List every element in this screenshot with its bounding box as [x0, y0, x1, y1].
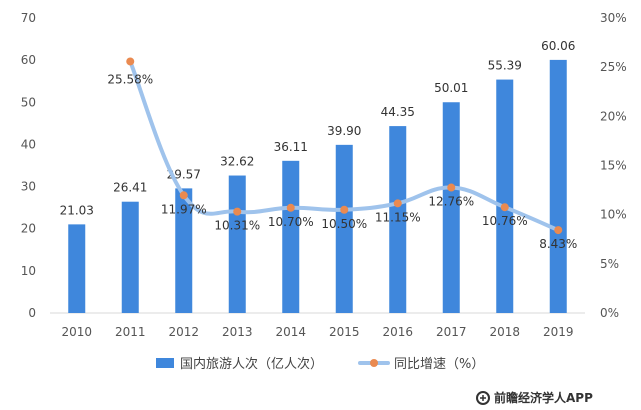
x-axis-tick-label: 2016 [382, 325, 413, 339]
x-axis-tick-label: 2013 [222, 325, 253, 339]
bar [68, 224, 86, 313]
right-axis-tick-label: 5% [600, 257, 619, 271]
watermark-logo-mark [480, 395, 486, 401]
growth-data-label: 8.43% [539, 237, 577, 251]
bar-data-label: 36.11 [274, 140, 308, 154]
right-axis-tick-label: 10% [600, 208, 627, 222]
growth-data-label: 25.58% [107, 72, 153, 86]
growth-data-label: 11.15% [375, 210, 421, 224]
x-axis-tick-label: 2019 [543, 325, 574, 339]
bar [442, 102, 460, 314]
bar-data-label: 50.01 [434, 81, 468, 95]
watermark-text: 前瞻经济学人APP [494, 390, 593, 405]
bar-data-label: 60.06 [541, 39, 575, 53]
left-axis-tick-label: 40 [21, 137, 36, 151]
left-axis-tick-label: 0 [28, 306, 36, 320]
right-axis-tick-label: 20% [600, 109, 627, 123]
bar [335, 144, 353, 313]
right-axis-tick-label: 25% [600, 60, 627, 74]
legend-bar-label: 国内旅游人次（亿人次） [180, 356, 323, 372]
right-axis-tick-label: 0% [600, 306, 619, 320]
right-axis-ticks: 0% 5% 10% 15% 20% 25% 30% [600, 11, 627, 320]
x-axis-tick-label: 2012 [168, 325, 199, 339]
bar-data-label: 39.90 [327, 124, 361, 138]
bar-data-labels: 21.0326.4129.5732.6236.1139.9044.3550.01… [60, 39, 576, 217]
x-axis-tick-label: 2018 [489, 325, 520, 339]
watermark-logo-icon [476, 391, 490, 405]
growth-marker [340, 205, 349, 214]
bar [175, 188, 193, 313]
x-axis-tick-label: 2017 [436, 325, 467, 339]
left-axis-tick-label: 30 [21, 180, 36, 194]
left-axis-ticks: 0 10 20 30 40 50 60 70 [21, 11, 36, 320]
x-axis-tick-label: 2010 [61, 325, 92, 339]
x-axis-tick-label: 2015 [329, 325, 360, 339]
bar-data-label: 26.41 [113, 181, 147, 195]
left-axis-tick-label: 50 [21, 95, 36, 109]
growth-data-label: 10.50% [321, 217, 367, 231]
growth-marker [500, 203, 509, 212]
growth-marker [286, 203, 295, 212]
bar-data-label: 21.03 [60, 203, 94, 217]
bar [121, 201, 139, 313]
growth-marker [447, 183, 456, 192]
growth-line-series [126, 57, 563, 235]
growth-data-label: 10.76% [482, 214, 528, 228]
x-axis-tick-label: 2011 [115, 325, 146, 339]
legend-line-label: 同比增速（%） [394, 357, 484, 372]
left-axis-tick-label: 20 [21, 222, 36, 236]
bar [496, 79, 514, 314]
growth-marker [393, 199, 402, 208]
growth-data-labels: 25.58% 11.97% 10.31% 10.70% 10.50% 11.15% 12.7… [107, 72, 577, 251]
growth-data-label: 11.97% [161, 202, 207, 216]
growth-marker [554, 226, 563, 235]
bar-data-label: 55.39 [488, 59, 522, 73]
right-axis-tick-label: 15% [600, 159, 627, 173]
bar-series [68, 59, 567, 314]
growth-marker [233, 207, 242, 216]
bar-data-label: 32.62 [220, 155, 254, 169]
growth-data-label: 10.70% [268, 215, 314, 229]
bar [549, 59, 567, 313]
right-axis-tick-label: 30% [600, 11, 627, 25]
legend: 国内旅游人次（亿人次） 同比增速（%） [156, 356, 484, 372]
growth-marker [179, 191, 188, 200]
bar [282, 160, 300, 313]
x-axis-ticks: 2010 2011 2012 2013 2014 2015 2016 2017 2018 2019 [61, 325, 573, 339]
bar-data-label: 44.35 [381, 105, 415, 119]
growth-marker [126, 57, 135, 66]
left-axis-tick-label: 60 [21, 53, 36, 67]
bar [389, 126, 407, 313]
legend-line-marker [370, 359, 378, 367]
left-axis-tick-label: 10 [21, 264, 36, 278]
growth-data-label: 12.76% [428, 195, 474, 209]
x-axis-tick-label: 2014 [275, 325, 306, 339]
watermark: 前瞻经济学人APP [476, 390, 593, 405]
legend-bar-swatch [156, 358, 174, 368]
growth-data-label: 10.31% [214, 219, 260, 233]
left-axis-tick-label: 70 [21, 11, 36, 25]
bar [228, 175, 246, 313]
